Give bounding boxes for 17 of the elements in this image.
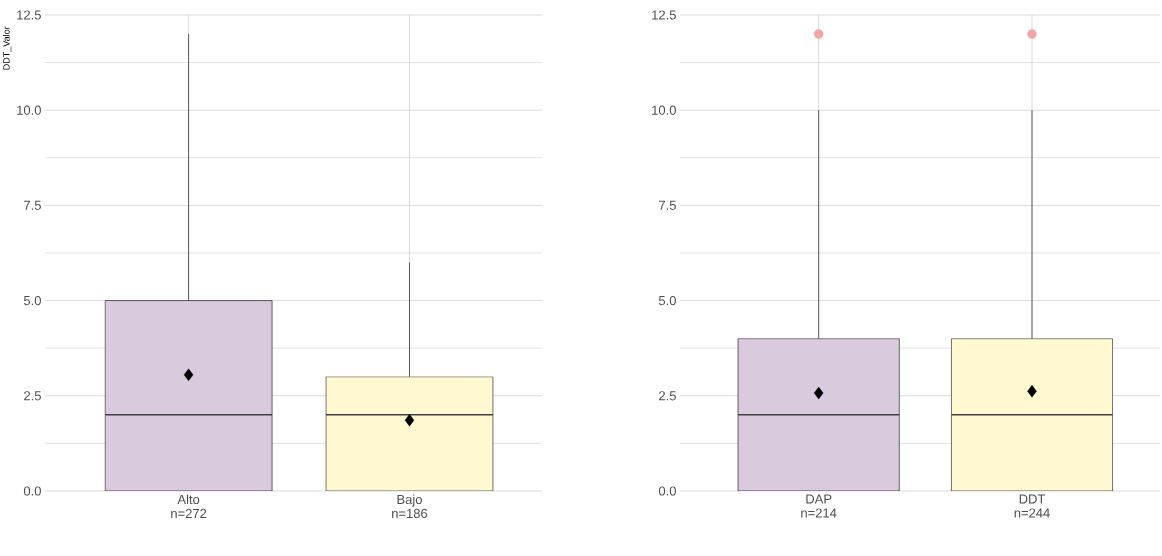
y-tick-label: 12.5 bbox=[652, 10, 676, 20]
y-tick-label: 5.0 bbox=[658, 295, 676, 306]
x-tick-label: Bajo n=186 bbox=[392, 494, 428, 519]
y-tick-label: 10.0 bbox=[652, 105, 676, 115]
x-tick-label: DDT n=244 bbox=[1014, 494, 1050, 518]
y-tick-label: 0.0 bbox=[23, 486, 41, 496]
y-tick-label: 2.5 bbox=[24, 391, 41, 401]
y-tick-label: 0.0 bbox=[658, 486, 676, 496]
y-tick-label: 12.5 bbox=[17, 10, 41, 20]
y-tick-label: 7.5 bbox=[24, 200, 41, 210]
y-tick-label: 5.0 bbox=[23, 295, 41, 306]
x-tick-label: DAP n=214 bbox=[801, 494, 837, 518]
y-axis-title: DDT_Valor bbox=[3, 26, 12, 70]
x-tick-label: Alto n=272 bbox=[171, 494, 207, 518]
y-tick-label: 10.0 bbox=[17, 105, 41, 115]
y-tick-label: 7.5 bbox=[659, 200, 676, 210]
y-tick-label: 2.5 bbox=[659, 391, 676, 401]
